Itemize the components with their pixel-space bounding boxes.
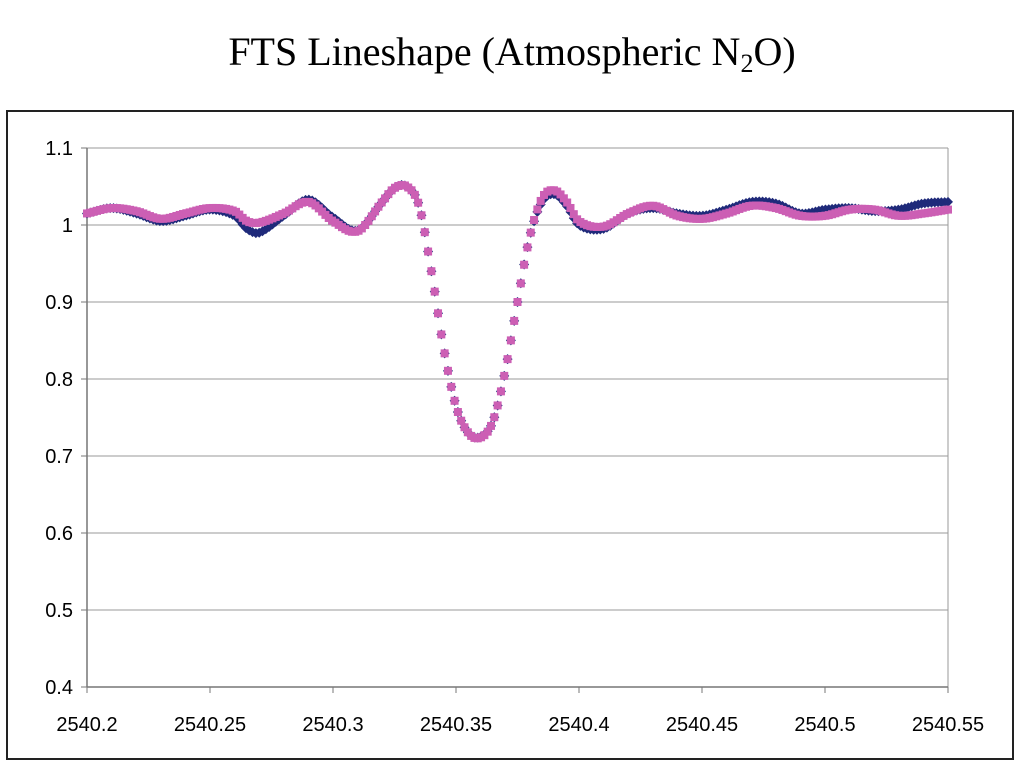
model-point bbox=[530, 216, 539, 225]
model-point bbox=[523, 243, 532, 252]
model-point bbox=[453, 408, 462, 417]
chart-title-prefix: FTS Lineshape (Atmospheric N bbox=[228, 29, 741, 74]
chart-title: FTS Lineshape (Atmospheric N2O) bbox=[0, 28, 1024, 78]
model-point bbox=[516, 279, 525, 288]
model-point bbox=[496, 387, 505, 396]
gridlines bbox=[87, 147, 949, 687]
x-tick-label: 2540.45 bbox=[666, 714, 738, 736]
model-point bbox=[536, 196, 545, 205]
model-point bbox=[450, 396, 459, 405]
model-point bbox=[506, 336, 515, 345]
model-point bbox=[520, 260, 529, 269]
model-point bbox=[443, 366, 452, 375]
series-model bbox=[83, 181, 952, 443]
measured-point bbox=[943, 196, 953, 207]
model-point bbox=[457, 416, 466, 425]
model-point bbox=[424, 247, 433, 256]
model-point bbox=[566, 203, 575, 212]
model-point bbox=[420, 228, 429, 237]
y-tick-label: 1 bbox=[62, 215, 73, 237]
model-point bbox=[526, 228, 535, 237]
x-tick-label: 2540.2 bbox=[56, 714, 117, 736]
model-point bbox=[563, 198, 572, 207]
model-point bbox=[437, 330, 446, 339]
model-point bbox=[417, 211, 426, 220]
model-point bbox=[367, 212, 376, 221]
model-point bbox=[510, 316, 519, 325]
chart-title-suffix: O) bbox=[753, 29, 796, 74]
model-point bbox=[430, 287, 439, 296]
model-point bbox=[361, 221, 370, 230]
model-point bbox=[487, 421, 496, 430]
model-point bbox=[371, 207, 380, 216]
axes bbox=[81, 147, 949, 693]
model-point bbox=[493, 401, 502, 410]
model-point bbox=[483, 427, 492, 436]
y-tick-label: 0.6 bbox=[45, 523, 73, 545]
x-tick-label: 2540.4 bbox=[548, 714, 609, 736]
y-tick-label: 1.1 bbox=[45, 138, 73, 160]
model-point bbox=[377, 198, 386, 207]
model-point bbox=[500, 371, 509, 380]
model-point bbox=[460, 423, 469, 432]
y-tick-label: 0.4 bbox=[45, 677, 73, 699]
x-tick-label: 2540.25 bbox=[174, 714, 246, 736]
y-tick-labels: 0.4 0.5 0.6 0.7 0.8 0.9 1 1.1 bbox=[45, 138, 73, 699]
model-point bbox=[944, 205, 952, 214]
model-point bbox=[447, 382, 456, 391]
model-point bbox=[434, 309, 443, 318]
model-point bbox=[381, 194, 390, 203]
model-point bbox=[503, 355, 512, 364]
model-point bbox=[513, 298, 522, 306]
model-point bbox=[440, 349, 449, 358]
chart-frame bbox=[6, 110, 1014, 760]
chart-title-subscript: 2 bbox=[740, 49, 754, 78]
model-point bbox=[414, 198, 423, 207]
y-tick-label: 0.5 bbox=[45, 600, 73, 622]
model-point bbox=[490, 413, 499, 422]
model-point bbox=[407, 186, 416, 195]
x-tick-labels: 2540.2 2540.25 2540.3 2540.35 2540.4 2540.45 2… bbox=[56, 714, 984, 736]
x-tick-label: 2540.35 bbox=[420, 714, 492, 736]
model-point bbox=[364, 216, 373, 225]
y-tick-label: 0.9 bbox=[45, 292, 73, 314]
x-tick-label: 2540.55 bbox=[912, 714, 984, 736]
model-point bbox=[569, 210, 578, 219]
y-tick-label: 0.8 bbox=[45, 369, 73, 391]
model-point bbox=[559, 194, 568, 203]
x-tick-label: 2540.5 bbox=[794, 714, 855, 736]
model-point bbox=[410, 190, 419, 199]
model-point bbox=[374, 202, 383, 211]
model-point bbox=[533, 205, 542, 214]
model-point bbox=[427, 267, 436, 276]
y-tick-label: 0.7 bbox=[45, 446, 73, 468]
x-tick-label: 2540.3 bbox=[302, 714, 363, 736]
